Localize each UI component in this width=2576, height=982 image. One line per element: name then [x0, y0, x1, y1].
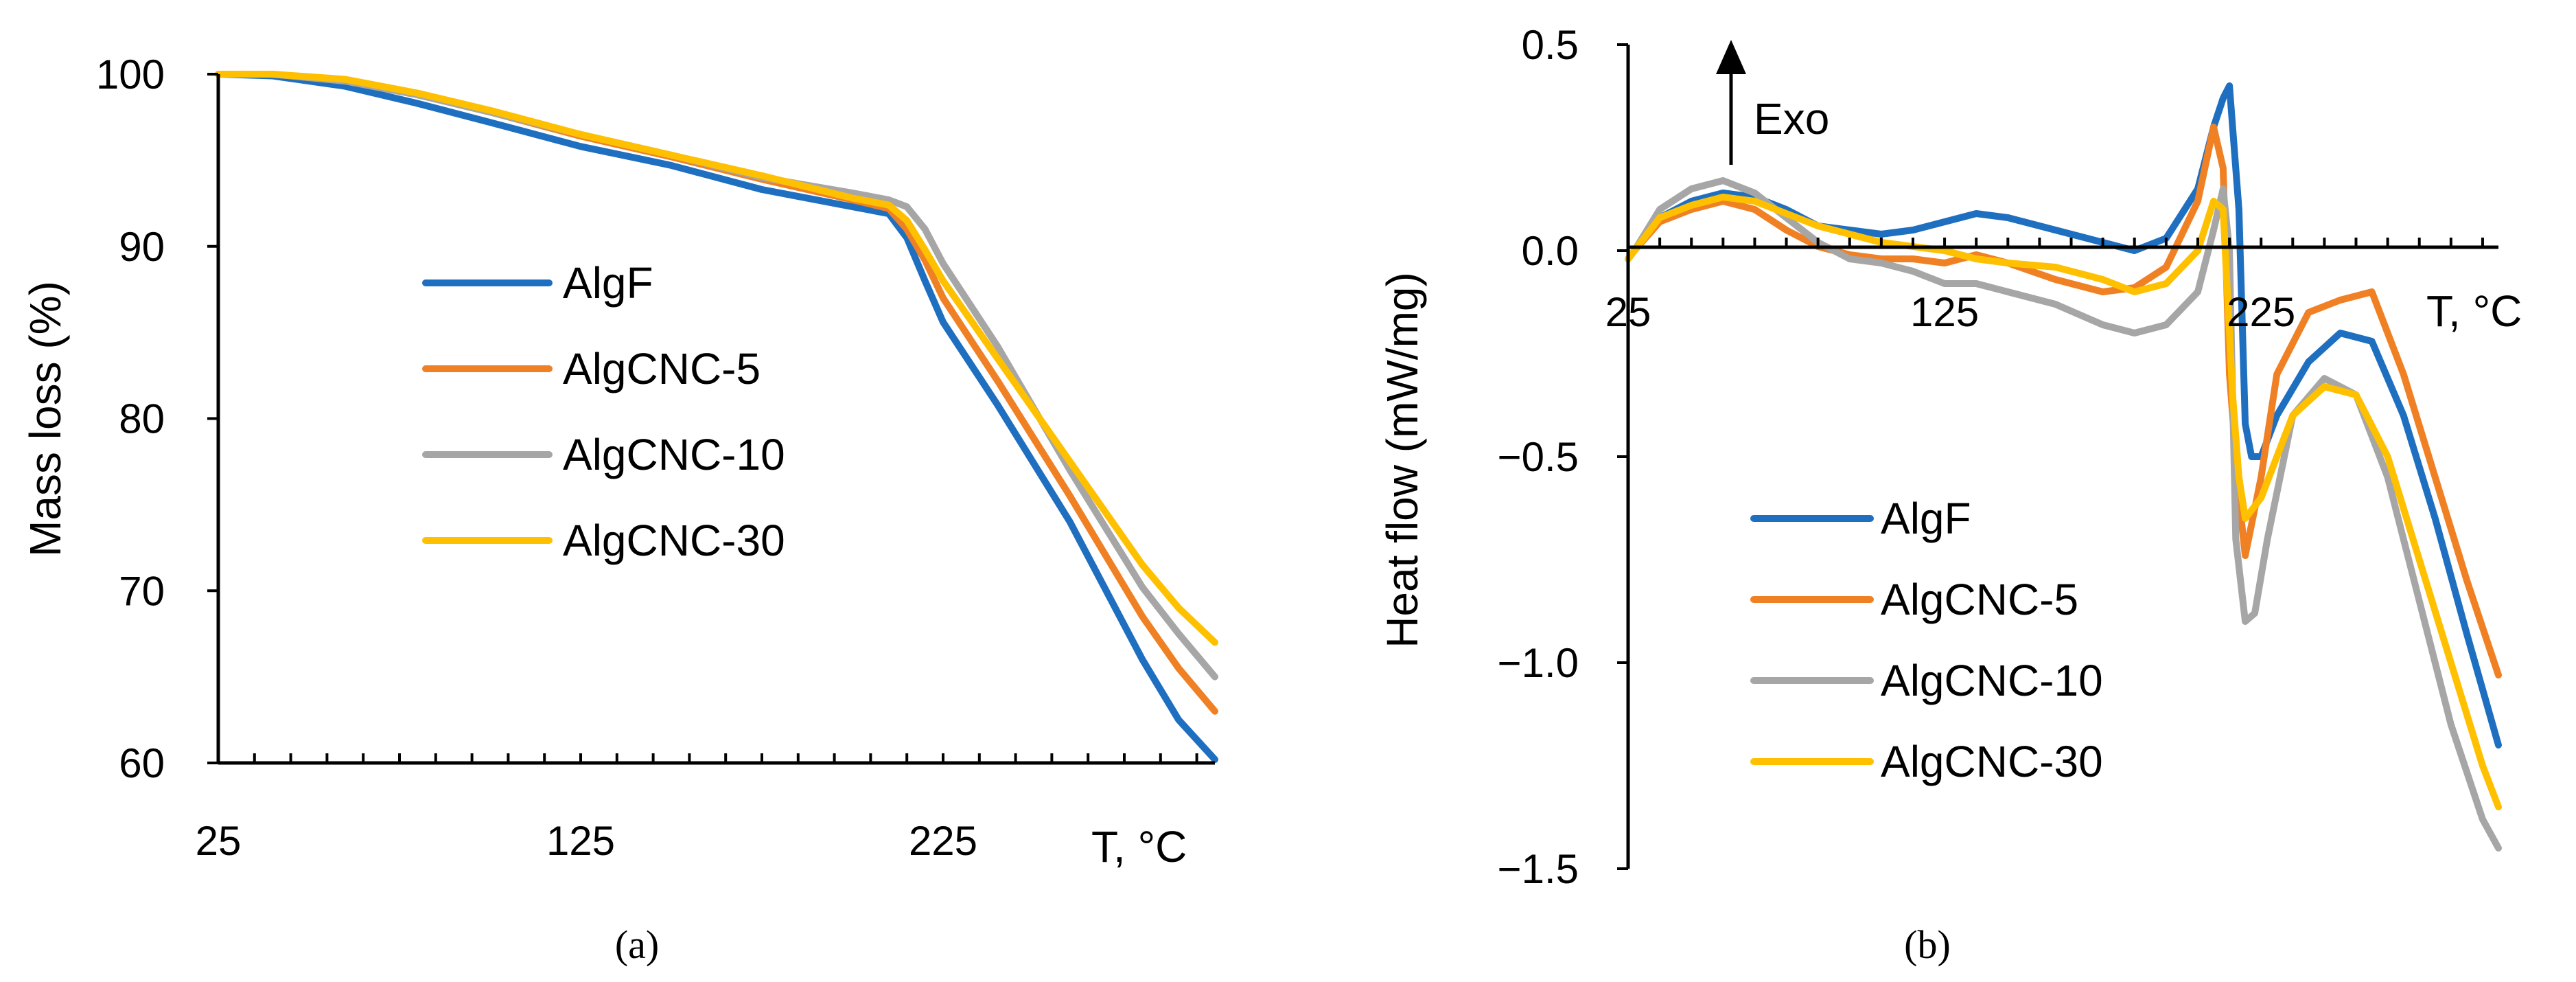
panel-a-legend: AlgF AlgCNC-5 AlgCNC-10 AlgCNC-30	[422, 258, 785, 565]
panel-b-y-tick-label: 0.0	[1522, 228, 1579, 274]
panel-a-y-tick-label: 70	[119, 568, 165, 614]
panel-b-series-line-algcnc-30	[1625, 194, 2502, 810]
panel-b-legend-label: AlgF	[1881, 494, 1971, 543]
panel-b-exo-annotation: Exo	[1754, 94, 1829, 144]
panel-a-series-line-algcnc-30	[215, 71, 1218, 646]
panel-a-y-axis-label: Mass loss (%)	[21, 281, 70, 557]
chart-panel-b: 0.5 0.0 −0.5 −1.0 −1.5 25 125 225 Heat flow (m…	[1378, 22, 2522, 967]
panel-a-y-tick-label: 80	[119, 396, 165, 442]
exo-arrow-icon	[1716, 40, 1746, 165]
chart-panel-a: 60 70 80 90 100 25 125 225 Mass loss (%) T, °C…	[21, 52, 1218, 967]
panel-a-series-group	[215, 71, 1218, 763]
panel-a-y-tick-label: 60	[119, 740, 165, 786]
panel-b-x-axis-label: T, °C	[2426, 286, 2522, 336]
panel-b-legend-label: AlgCNC-10	[1881, 656, 2103, 705]
panel-a-legend-label: AlgCNC-5	[563, 344, 761, 393]
panel-a-series-line-algf	[215, 71, 1218, 763]
panel-b-x-minor-ticks	[1658, 238, 2484, 247]
panel-a-x-tick-label: 225	[909, 818, 977, 864]
panel-b-caption: (b)	[1904, 922, 1951, 967]
panel-b-x-tick-label: 25	[1605, 289, 1651, 335]
panel-b-y-ticks: 0.5 0.0 −0.5 −1.0 −1.5	[1498, 22, 1628, 892]
panel-a-caption: (a)	[615, 922, 659, 967]
panel-a-x-tick-label: 125	[546, 818, 615, 864]
panel-a-x-ticks: 25 125 225	[196, 818, 977, 864]
panel-b-x-tick-label: 225	[2227, 289, 2295, 335]
panel-b-y-tick-label: −1.0	[1498, 640, 1579, 686]
panel-a-legend-label: AlgCNC-30	[563, 516, 785, 565]
panel-b-y-axis-label: Heat flow (mW/mg)	[1378, 272, 1427, 648]
panel-a-y-tick-label: 100	[96, 52, 165, 98]
panel-b-x-ticks: 25 125 225	[1605, 289, 2296, 335]
panel-b-legend-label: AlgCNC-30	[1881, 737, 2103, 786]
panel-a-x-tick-label: 25	[196, 818, 242, 864]
panel-a-legend-label: AlgF	[563, 258, 653, 308]
panel-a-y-ticks: 60 70 80 90 100	[96, 52, 218, 786]
panel-b-legend-label: AlgCNC-5	[1881, 575, 2078, 624]
panel-b-y-tick-label: −0.5	[1498, 434, 1579, 480]
panel-b-x-tick-label: 125	[1910, 289, 1979, 335]
panel-b-y-tick-label: −1.5	[1498, 846, 1579, 892]
panel-a-y-tick-label: 90	[119, 224, 165, 270]
panel-b-y-tick-label: 0.5	[1522, 22, 1579, 68]
panel-b-series-line-algcnc-5	[1625, 124, 2502, 678]
panel-b-legend: AlgF AlgCNC-5 AlgCNC-10 AlgCNC-30	[1750, 494, 2103, 786]
panel-b-series-group	[1625, 82, 2502, 852]
panel-a-x-axis-label: T, °C	[1091, 822, 1187, 871]
panel-a-legend-label: AlgCNC-10	[563, 430, 785, 479]
panel-a-x-minor-ticks	[253, 753, 1198, 763]
